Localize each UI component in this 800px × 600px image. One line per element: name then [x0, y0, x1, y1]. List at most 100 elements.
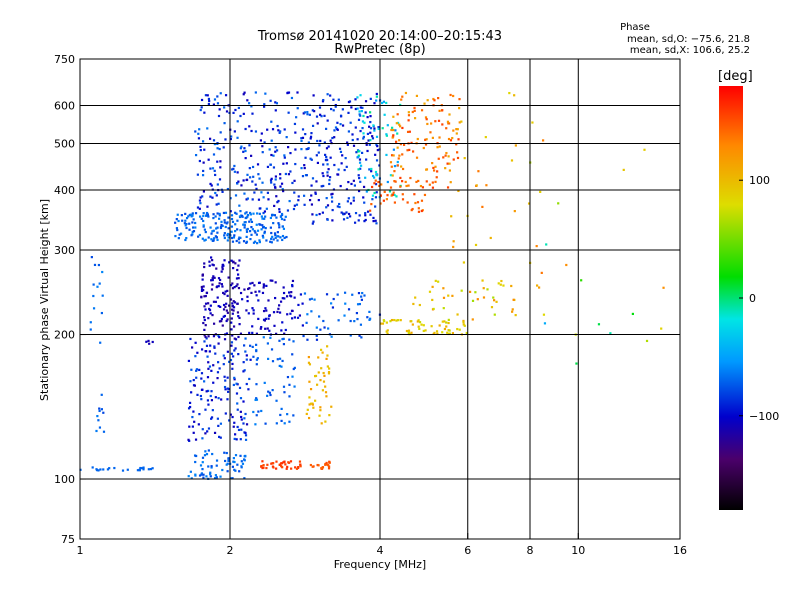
data-point	[215, 227, 218, 230]
data-point	[385, 133, 388, 136]
data-point	[224, 305, 227, 308]
data-point	[283, 218, 286, 221]
data-point	[477, 170, 480, 173]
data-point	[369, 115, 372, 118]
data-point	[204, 335, 207, 339]
data-point	[643, 148, 646, 151]
data-point	[450, 215, 453, 218]
data-point	[213, 98, 217, 101]
data-point	[278, 311, 282, 314]
data-point	[308, 198, 312, 202]
x-axis-label: Frequency [MHz]	[334, 558, 426, 571]
data-point	[246, 299, 249, 303]
data-point	[404, 91, 408, 95]
data-point	[285, 136, 288, 139]
data-point	[399, 103, 402, 107]
data-point	[476, 298, 479, 301]
data-point	[191, 415, 194, 419]
data-point	[325, 461, 328, 465]
y-tick-label: 750	[54, 53, 75, 66]
data-point	[225, 222, 228, 225]
data-point	[307, 355, 310, 359]
data-point	[309, 157, 312, 160]
data-point	[219, 436, 222, 439]
data-point	[305, 412, 308, 416]
data-point	[248, 167, 251, 170]
data-point	[263, 103, 266, 106]
data-point	[209, 344, 212, 347]
data-point	[338, 205, 341, 209]
chart-subtitle: RwPretec (8p)	[334, 42, 426, 57]
data-point	[356, 303, 360, 306]
y-tick-label: 300	[54, 244, 75, 257]
data-point	[269, 216, 272, 220]
data-point	[232, 457, 235, 460]
data-point	[330, 302, 333, 305]
data-point	[214, 352, 217, 355]
data-point	[199, 196, 202, 199]
data-point	[354, 126, 357, 129]
data-point	[223, 357, 226, 360]
data-point	[236, 136, 239, 139]
data-point	[242, 240, 246, 243]
data-point	[246, 295, 249, 298]
data-point	[236, 283, 239, 286]
data-point	[416, 201, 420, 204]
data-point	[400, 98, 403, 101]
data-point	[302, 334, 305, 338]
data-point	[514, 144, 517, 147]
data-point	[381, 127, 384, 130]
data-point	[448, 169, 452, 172]
data-point	[237, 238, 240, 241]
data-point	[234, 229, 237, 233]
data-point	[364, 214, 367, 217]
data-point	[235, 438, 238, 441]
data-point	[361, 120, 365, 123]
data-point	[204, 302, 208, 305]
data-point	[262, 464, 265, 467]
data-point	[251, 345, 254, 348]
data-point	[328, 367, 331, 370]
data-point	[291, 353, 294, 356]
data-point	[259, 327, 262, 330]
data-point	[212, 335, 216, 338]
data-point	[308, 113, 311, 116]
data-point	[223, 234, 226, 237]
data-point	[392, 154, 395, 157]
data-point	[244, 156, 247, 160]
data-point	[276, 235, 279, 238]
data-point	[458, 98, 461, 101]
data-point	[299, 465, 302, 468]
data-point	[401, 180, 404, 183]
data-point	[237, 277, 240, 280]
data-point	[148, 342, 151, 345]
data-point	[326, 354, 329, 357]
data-point	[389, 186, 393, 189]
data-point	[293, 179, 296, 182]
data-point	[263, 217, 266, 220]
data-point	[346, 141, 349, 144]
data-point	[249, 176, 252, 179]
data-point	[244, 127, 247, 131]
data-point	[279, 413, 282, 417]
data-point	[241, 462, 245, 465]
data-point	[320, 467, 323, 470]
data-point	[261, 217, 264, 220]
data-point	[215, 267, 218, 270]
data-point	[447, 294, 450, 297]
data-point	[330, 405, 333, 408]
data-point	[209, 312, 212, 315]
data-point	[398, 139, 401, 142]
data-point	[407, 114, 411, 117]
data-point	[242, 179, 245, 182]
data-point	[202, 289, 205, 292]
data-point	[315, 383, 319, 386]
data-point	[232, 306, 236, 309]
data-point	[413, 193, 416, 196]
data-point	[236, 171, 239, 174]
data-point	[266, 165, 270, 169]
data-point	[297, 199, 300, 202]
data-point	[194, 438, 198, 441]
data-point	[220, 398, 223, 401]
data-point	[204, 238, 207, 241]
